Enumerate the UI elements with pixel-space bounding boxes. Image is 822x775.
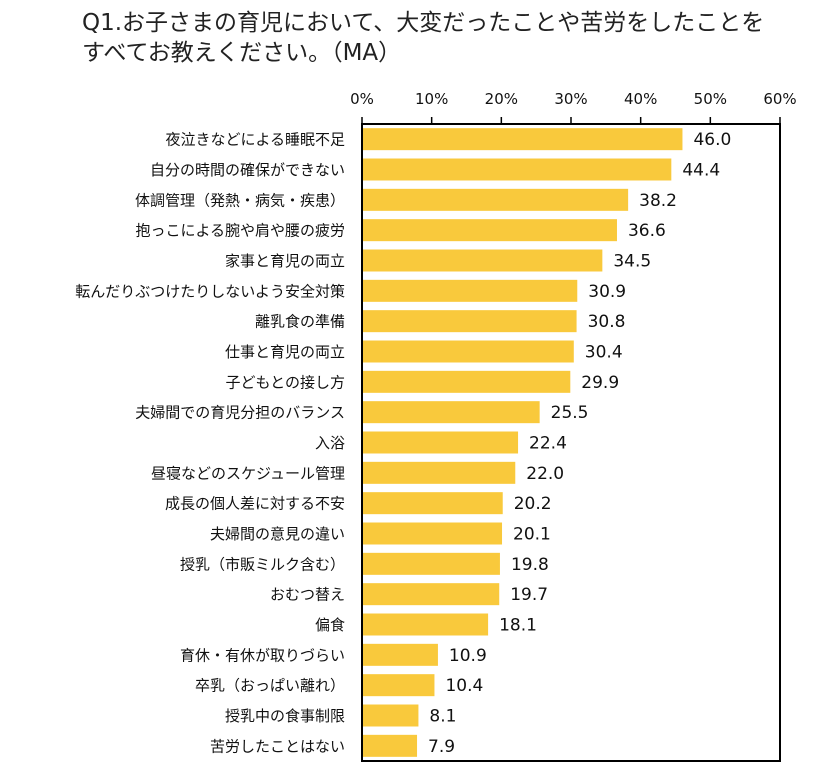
value-label: 29.9 — [581, 373, 619, 393]
value-label: 30.8 — [588, 312, 626, 332]
bar — [362, 704, 419, 727]
plot-frame — [361, 123, 781, 762]
bar — [362, 219, 617, 242]
bar — [362, 552, 500, 575]
x-axis-ticks: 0% 10% 20% 30% 40% 50% 60% — [350, 90, 797, 124]
bar — [362, 310, 577, 333]
value-label: 19.8 — [511, 555, 549, 575]
bar — [362, 340, 574, 363]
category-label: 夫婦間での育児分担のバランス — [135, 404, 345, 422]
bar — [362, 188, 629, 211]
category-label: 入浴 — [315, 434, 345, 452]
value-label: 10.4 — [445, 676, 483, 696]
chart-title-line-2: すべてお教えください。（MA） — [82, 40, 402, 66]
bar — [362, 492, 503, 515]
bar — [362, 522, 503, 545]
x-tick-label: 30% — [554, 90, 587, 108]
bar — [362, 583, 500, 606]
value-label: 22.4 — [529, 434, 567, 454]
bar — [362, 613, 489, 636]
value-label: 36.6 — [628, 221, 666, 241]
category-label: 家事と育児の両立 — [225, 252, 345, 270]
value-label: 30.4 — [585, 343, 623, 363]
bar — [362, 249, 603, 272]
category-label: 苦労したことはない — [210, 737, 345, 755]
value-label: 20.1 — [513, 525, 551, 545]
value-label: 18.1 — [499, 616, 537, 636]
value-label: 20.2 — [514, 494, 552, 514]
value-label: 38.2 — [639, 191, 677, 211]
bar — [362, 734, 418, 757]
category-label: 体調管理（発熱・病気・疾患） — [135, 191, 345, 209]
x-tick-label: 60% — [763, 90, 796, 108]
category-label: 夫婦間の意見の違い — [210, 525, 345, 543]
value-label: 10.9 — [449, 646, 487, 666]
x-tick-label: 40% — [624, 90, 657, 108]
bar — [362, 128, 683, 151]
category-label: 夜泣きなどによる睡眠不足 — [165, 131, 345, 149]
chart-title-line-1: Q1.お子さまの育児において、大変だったことや苦労をしたことを — [82, 10, 765, 36]
value-label: 25.5 — [551, 403, 589, 423]
category-label: 自分の時間の確保ができない — [150, 161, 345, 179]
value-label: 8.1 — [429, 707, 456, 727]
bar — [362, 279, 578, 302]
category-label: 転んだりぶつけたりしないよう安全対策 — [75, 282, 345, 300]
value-labels: 46.0 44.438.2 36.6 34.5 30.9 30.8 30.4 29.9 25.5… — [428, 130, 731, 757]
bar — [362, 401, 540, 424]
x-tick-label: 50% — [694, 90, 727, 108]
bar — [362, 431, 519, 454]
bar — [362, 158, 672, 181]
category-label: 偏食 — [315, 616, 345, 634]
category-label: 離乳食の準備 — [255, 313, 345, 331]
bar — [362, 674, 435, 697]
value-label: 34.5 — [613, 252, 651, 272]
value-label: 22.0 — [526, 464, 564, 484]
bar — [362, 461, 516, 484]
bar — [362, 370, 571, 393]
category-label: 仕事と育児の両立 — [225, 343, 345, 361]
x-tick-label: 0% — [350, 90, 374, 108]
category-label: 卒乳（おっぱい離れ） — [195, 677, 345, 695]
category-label: おむつ替え — [270, 586, 345, 604]
bar — [362, 643, 438, 666]
x-tick-label: 10% — [415, 90, 448, 108]
value-label: 46.0 — [693, 130, 731, 150]
value-label: 7.9 — [428, 737, 455, 757]
chart-title: Q1.お子さまの育児において、大変だったことや苦労をしたことを すべてお教えくだ… — [82, 8, 817, 68]
category-label: 育休・有休が取りづらい — [180, 646, 345, 664]
category-label: 子どもとの接し方 — [225, 373, 345, 391]
category-label: 昼寝などのスケジュール管理 — [151, 464, 345, 482]
value-label: 44.4 — [682, 161, 720, 181]
bars — [362, 128, 683, 757]
value-label: 19.7 — [510, 585, 548, 605]
x-tick-label: 20% — [485, 90, 518, 108]
category-label: 成長の個人差に対する不安 — [165, 495, 345, 513]
value-label: 30.9 — [588, 282, 626, 302]
category-label: 授乳中の食事制限 — [225, 707, 345, 725]
category-label: 抱っこによる腕や肩や腰の疲労 — [135, 222, 345, 240]
category-label: 授乳（市販ミルク含む） — [180, 555, 345, 573]
